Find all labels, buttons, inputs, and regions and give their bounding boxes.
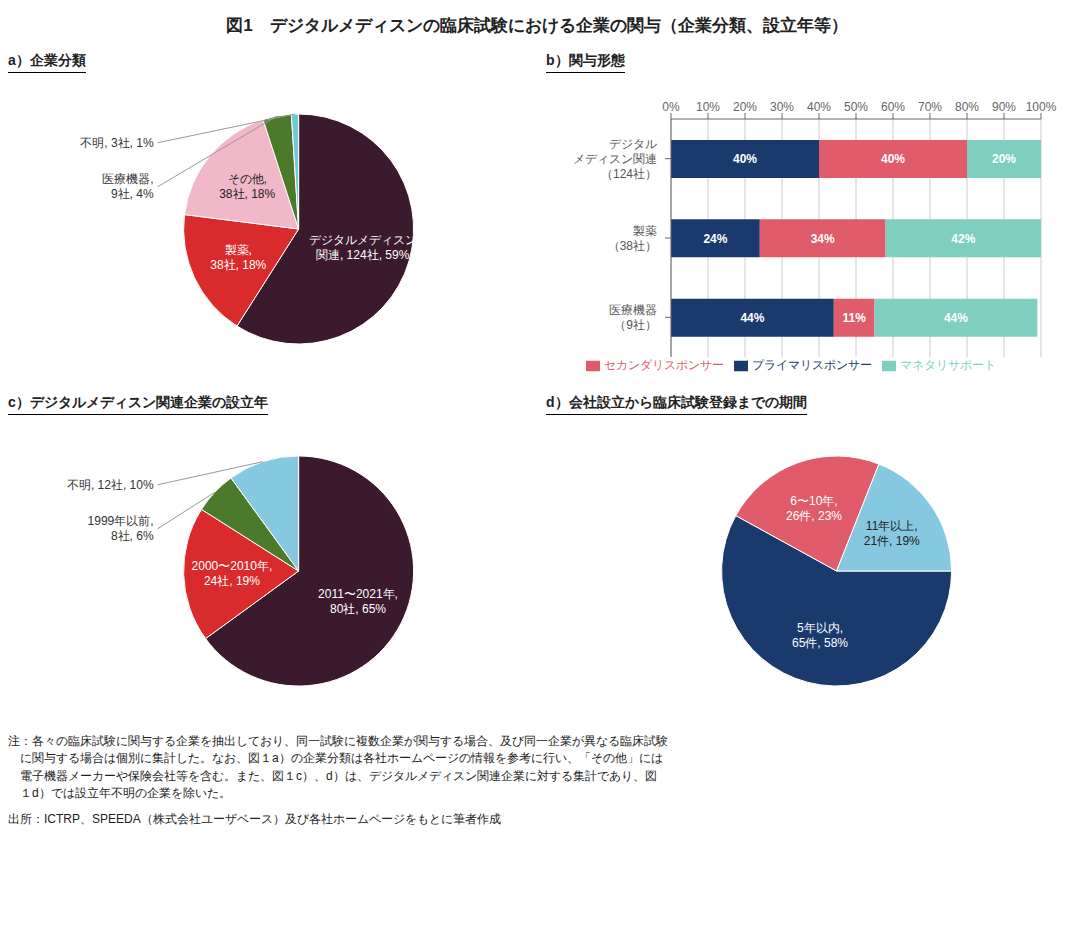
svg-text:11年以上,21件, 19%: 11年以上,21件, 19%: [864, 519, 920, 548]
svg-text:60%: 60%: [881, 100, 905, 114]
svg-text:42%: 42%: [951, 232, 975, 246]
svg-text:デジタルメディスン関連（124社）: デジタルメディスン関連（124社）: [573, 137, 657, 181]
html-text:b）関与形態: b）関与形態: [546, 52, 625, 68]
html-text:d）会社設立から臨床試験登録までの期間: d）会社設立から臨床試験登録までの期間: [546, 394, 807, 410]
svg-text:不明, 3社, 1%: 不明, 3社, 1%: [80, 136, 154, 150]
html-text:プライマリスポンサー: プライマリスポンサー: [752, 358, 872, 372]
html-text:c）デジタルメディスン関連企業の設立年: c）デジタルメディスン関連企業の設立年: [8, 394, 268, 410]
svg-text:10%: 10%: [696, 100, 720, 114]
svg-text:20%: 20%: [733, 100, 757, 114]
svg-text:40%: 40%: [881, 152, 905, 166]
svg-text:6〜10年,26件, 23%: 6〜10年,26件, 23%: [786, 494, 842, 523]
svg-text:40%: 40%: [733, 152, 757, 166]
svg-text:その他,38社, 18%: その他,38社, 18%: [219, 172, 275, 201]
svg-text:80%: 80%: [955, 100, 979, 114]
svg-text:2011〜2021年,80社, 65%: 2011〜2021年,80社, 65%: [318, 587, 398, 616]
svg-text:70%: 70%: [918, 100, 942, 114]
html-text:マネタリサポート: マネタリサポート: [900, 358, 996, 372]
html-text:セカンダリスポンサー: セカンダリスポンサー: [604, 358, 724, 372]
svg-text:医療機器（9社）: 医療機器（9社）: [609, 303, 657, 332]
svg-text:100%: 100%: [1026, 100, 1057, 114]
svg-text:44%: 44%: [944, 311, 968, 325]
svg-text:不明, 12社, 10%: 不明, 12社, 10%: [67, 478, 154, 492]
svg-text:デジタルメディスン関連, 124社, 59%: デジタルメディスン関連, 124社, 59%: [309, 233, 417, 262]
svg-text:製薬（38社）: 製薬（38社）: [608, 224, 657, 253]
svg-text:44%: 44%: [740, 311, 764, 325]
svg-text:製薬,38社, 18%: 製薬,38社, 18%: [210, 243, 266, 272]
svg-text:40%: 40%: [807, 100, 831, 114]
svg-text:医療機器,9社, 4%: 医療機器,9社, 4%: [102, 172, 154, 201]
svg-text:5年以内,65件, 58%: 5年以内,65件, 58%: [792, 621, 848, 650]
svg-text:1999年以前,8社, 6%: 1999年以前,8社, 6%: [88, 514, 154, 543]
svg-text:50%: 50%: [844, 100, 868, 114]
svg-text:90%: 90%: [992, 100, 1016, 114]
svg-text:24%: 24%: [703, 232, 727, 246]
svg-text:34%: 34%: [811, 232, 835, 246]
html-text:出所：ICTRP、SPEEDA（株式会社ユーザベース）及び各: 出所：ICTRP、SPEEDA（株式会社ユーザベース）及び各社ホームページをもと…: [8, 811, 501, 826]
svg-text:0%: 0%: [662, 100, 680, 114]
svg-text:11%: 11%: [842, 311, 866, 325]
svg-text:20%: 20%: [992, 152, 1016, 166]
svg-text:2000〜2010年,24社, 19%: 2000〜2010年,24社, 19%: [192, 559, 273, 588]
svg-text:30%: 30%: [770, 100, 794, 114]
html-text:注：各々の臨床試験に関与する企業を抽出しており、同一試験に複: 注：各々の臨床試験に関与する企業を抽出しており、同一試験に複数企業が関与する場合…: [8, 734, 668, 801]
html-text:a）企業分類: a）企業分類: [8, 52, 86, 68]
html-text:図1 デジタルメディスンの臨床試験における企業の関与（企業分: 図1 デジタルメディスンの臨床試験における企業の関与（企業分類、設立年等）: [226, 16, 848, 35]
